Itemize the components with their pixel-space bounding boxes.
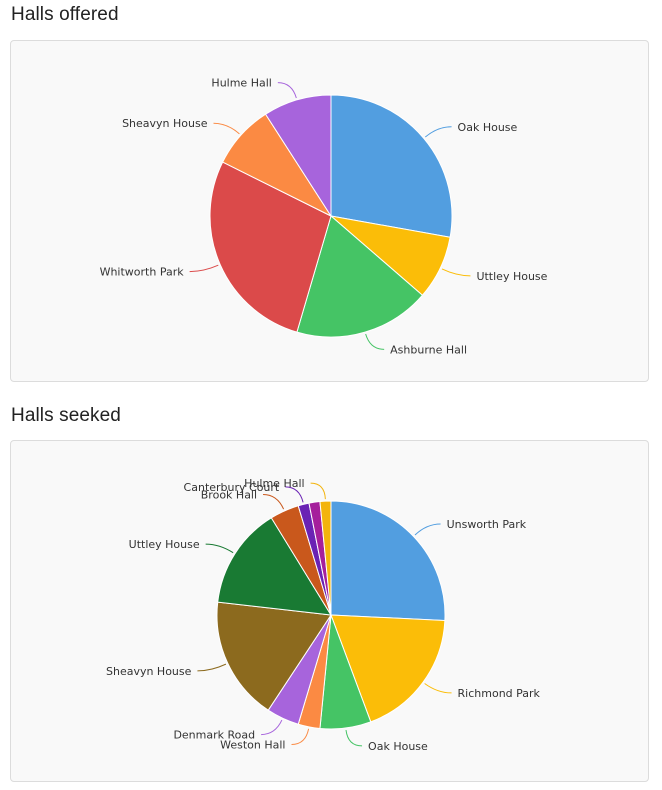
- slice-label-brook-hall: Brook Hall: [201, 489, 257, 502]
- slice-label-denmark-road: Denmark Road: [173, 729, 255, 742]
- leader-line-sheavyn-house: [197, 663, 227, 672]
- slice-label-whitworth-park: Whitworth Park: [100, 266, 185, 279]
- slice-label-weston-hall: Weston Hall: [220, 739, 285, 752]
- pie-slice-unsworth-park[interactable]: [330, 500, 446, 622]
- seeked-labels: Unsworth Park Richmond Park Oak House Westo…: [106, 477, 541, 753]
- leader-line-oak-house: [345, 729, 363, 747]
- leader-line-denmark-road: [261, 719, 283, 736]
- pie-slice-ashburne-hall[interactable]: [296, 215, 424, 338]
- halls-seeked-pie-chart: Unsworth Park Richmond Park Oak House Westo…: [106, 477, 541, 753]
- leader-line-richmond-park: [424, 683, 452, 694]
- slice-label-sheavyn-house: Sheavyn House: [106, 665, 192, 678]
- halls-seeked-title: Halls seeked: [11, 405, 121, 426]
- pie-slice-uttley-house[interactable]: [217, 517, 332, 616]
- halls-offered-chart-card: Oak House Uttley House Ashburne Hall Whitwo…: [10, 40, 649, 382]
- leader-line-oak-house: [424, 126, 452, 138]
- leader-line-ashburne-hall: [365, 333, 385, 350]
- leader-line-sheavyn-house: [213, 122, 240, 135]
- offered-labels: Oak House Uttley House Ashburne Hall Whitwo…: [100, 77, 548, 357]
- leader-line-whitworth-park: [189, 264, 219, 273]
- slice-label-hulme-hall: Hulme Hall: [244, 477, 304, 490]
- halls-offered-title: Halls offered: [11, 4, 119, 25]
- leader-line-hulme-hall: [310, 482, 326, 500]
- pie-slice-oak-house[interactable]: [330, 94, 453, 238]
- leader-line-weston-hall: [291, 728, 310, 746]
- slice-label-unsworth-park: Unsworth Park: [447, 518, 527, 531]
- slice-label-uttley-house: Uttley House: [476, 270, 547, 283]
- slice-label-canterbury-court: Canterbury Court: [184, 481, 280, 494]
- leader-line-uttley-house: [441, 268, 471, 277]
- leader-line-unsworth-park: [414, 523, 441, 536]
- leader-line-uttley-house: [205, 543, 234, 554]
- slice-label-sheavyn-house: Sheavyn House: [122, 117, 208, 130]
- pie-slice-richmond-park[interactable]: [330, 614, 446, 723]
- leader-line-hulme-hall: [277, 82, 297, 99]
- leader-line-brook-hall: [263, 494, 285, 510]
- leader-line-canterbury-court: [285, 486, 304, 503]
- halls-seeked-chart-card: Unsworth Park Richmond Park Oak House Westo…: [10, 440, 649, 782]
- slice-label-hulme-hall: Hulme Hall: [211, 77, 271, 90]
- offered-slices: [209, 94, 453, 338]
- slice-label-richmond-park: Richmond Park: [458, 687, 541, 700]
- pie-slice-hulme-hall[interactable]: [319, 500, 332, 616]
- slice-label-oak-house: Oak House: [458, 121, 518, 134]
- halls-offered-pie-chart: Oak House Uttley House Ashburne Hall Whitwo…: [100, 77, 548, 357]
- pie-slice-whitworth-park[interactable]: [209, 161, 332, 333]
- seeked-slices: [216, 500, 446, 730]
- pie-slice-hulme-hall[interactable]: [264, 94, 332, 218]
- slice-label-oak-house: Oak House: [368, 740, 428, 753]
- slice-label-uttley-house: Uttley House: [129, 538, 200, 551]
- pie-slice-sheavyn-house[interactable]: [216, 601, 332, 711]
- slice-label-ashburne-hall: Ashburne Hall: [390, 343, 467, 356]
